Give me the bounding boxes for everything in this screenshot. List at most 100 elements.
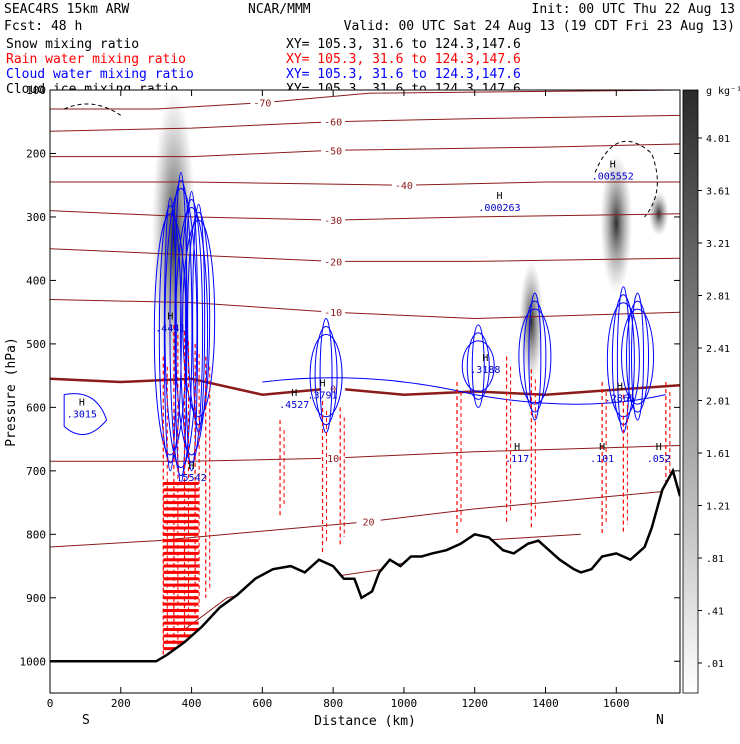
- isotherm-label-bg: [321, 214, 346, 226]
- max-value: .3188: [470, 365, 500, 376]
- snow-shading: [151, 90, 196, 382]
- cloud-water-contour: [528, 292, 542, 421]
- isotherm-label-bg: [321, 144, 346, 156]
- y-tick-label: 600: [26, 401, 46, 414]
- field-label: Rain water mixing ratio: [6, 52, 186, 67]
- max-marker: H: [496, 191, 502, 202]
- max-marker: H: [599, 442, 605, 453]
- colorbar-label: 1.61: [706, 449, 730, 460]
- isotherm-label-bg: [321, 382, 346, 394]
- max-marker: H: [167, 312, 173, 323]
- max-value: .101: [590, 454, 614, 465]
- y-tick-label: 100: [26, 84, 46, 97]
- max-value: .117: [505, 454, 529, 465]
- terrain-fill: [50, 470, 680, 693]
- isotherm-label: -40: [395, 181, 413, 192]
- y-tick-label: 500: [26, 338, 46, 351]
- cloud-water-contour: [163, 197, 177, 472]
- isotherm-label: -70: [253, 99, 271, 110]
- cloud-water-contour: [309, 334, 343, 418]
- colorbar-label: 2.41: [706, 344, 730, 355]
- max-marker: H: [610, 159, 616, 170]
- max-value: .2865: [605, 394, 635, 405]
- colorbar: 4.01 3.61 3.21 2.81 2.41 2.01 1.61 1.21 .81 .41 .0…: [682, 86, 740, 694]
- isotherm-label: 0: [330, 384, 336, 395]
- cloud-water-contour: [63, 393, 108, 435]
- isotherm-label: -10: [324, 308, 342, 319]
- isotherm-label: -20: [324, 257, 342, 268]
- max-marker: H: [617, 382, 623, 393]
- colorbar-label: .41: [706, 607, 724, 618]
- y-tick-label: 300: [26, 211, 46, 224]
- model-title: SEAC4RS 15km ARW: [4, 2, 129, 17]
- terrain-line: [50, 467, 680, 663]
- cloud-water-contour: [631, 292, 645, 421]
- x-tick-label: 1000: [391, 697, 418, 710]
- max-marker: H: [189, 461, 195, 472]
- isotherm-label-bg: [321, 306, 346, 318]
- isotherm-label-bg: [391, 179, 416, 191]
- isotherm-line: [50, 489, 680, 548]
- x-tick-label: 600: [252, 697, 272, 710]
- y-tick-label: 400: [26, 274, 46, 287]
- max-marker: H: [514, 442, 520, 453]
- y-tick-label: 900: [26, 592, 46, 605]
- field-xy: XY= 105.3, 31.6 to 124.3,147.6: [286, 67, 521, 82]
- isotherm-label-bg: [250, 96, 275, 108]
- isotherm-label-bg: [356, 515, 381, 527]
- x-tick-label: 1400: [532, 697, 559, 710]
- field-xy: XY= 105.3, 31.6 to 124.3,147.6: [286, 52, 521, 67]
- cloud-water-contour: [471, 324, 485, 408]
- max-marker: H: [320, 378, 326, 389]
- isotherm-label-bg: [321, 115, 346, 127]
- init-time: Init: 00 UTC Thu 22 Aug 13: [532, 2, 736, 17]
- max-value: .4441: [155, 324, 185, 335]
- center-label: NCAR/MMM: [248, 2, 311, 17]
- max-marker: H: [656, 442, 662, 453]
- isotherm-label: 10: [327, 454, 339, 465]
- y-tick-label: 700: [26, 465, 46, 478]
- cloud-water-contour: [180, 199, 204, 464]
- x-tick-label: 200: [111, 697, 131, 710]
- cloud-water-contour: [182, 219, 216, 418]
- y-tick-label: 800: [26, 528, 46, 541]
- cloud-water-contour: [621, 308, 655, 405]
- field-legend: Snow mixing ratio XY= 105.3, 31.6 to 124.…: [6, 37, 521, 97]
- forecast-hour: Fcst: 48 h: [4, 19, 82, 34]
- field-label: Cloud water mixing ratio: [6, 67, 194, 82]
- cloud-water-contour: [153, 213, 187, 456]
- cloud-water-contour: [169, 180, 193, 477]
- x-tick-label: 1200: [461, 697, 488, 710]
- cloud-water-contour: [461, 340, 495, 392]
- x-tick-label: 1600: [603, 697, 630, 710]
- field-xy: XY= 105.3, 31.6 to 124.3,147.6: [286, 37, 521, 52]
- cloud-water-contour: [158, 205, 182, 464]
- plot-border: [49, 89, 681, 694]
- field-label: Snow mixing ratio: [6, 37, 139, 52]
- x-tick-label: 400: [182, 697, 202, 710]
- isotherm-label-bg: [321, 255, 346, 267]
- colorbar-unit: g kg⁻¹: [706, 86, 740, 97]
- colorbar-label: 3.21: [706, 239, 730, 250]
- x-axis-title: Distance (km): [314, 714, 416, 729]
- colorbar-label: .81: [706, 554, 724, 565]
- snow-shading: [519, 261, 544, 382]
- colorbar-labels: 4.01 3.61 3.21 2.81 2.41 2.01 1.61 1.21 .81 .41 .0…: [698, 134, 730, 670]
- cloud-ice-contour: [63, 103, 122, 116]
- valid-time: Valid: 00 UTC Sat 24 Aug 13 (19 CDT Fri …: [344, 19, 735, 34]
- max-value: .3015: [67, 409, 97, 420]
- max-value: .5542: [177, 473, 207, 484]
- snow-shading: [600, 153, 633, 294]
- colorbar-label: 2.01: [706, 397, 730, 408]
- cloud-water-contour: [175, 207, 209, 456]
- isotherm-label-bg: [321, 452, 346, 464]
- x-end-label-south: S: [82, 713, 90, 728]
- colorbar-label: 1.21: [706, 502, 730, 513]
- colorbar-ramp: [682, 89, 699, 694]
- max-value: .005552: [592, 171, 634, 182]
- colorbar-label: 2.81: [706, 292, 730, 303]
- isotherm-label: -50: [324, 146, 342, 157]
- cloud-water-contour: [164, 188, 198, 469]
